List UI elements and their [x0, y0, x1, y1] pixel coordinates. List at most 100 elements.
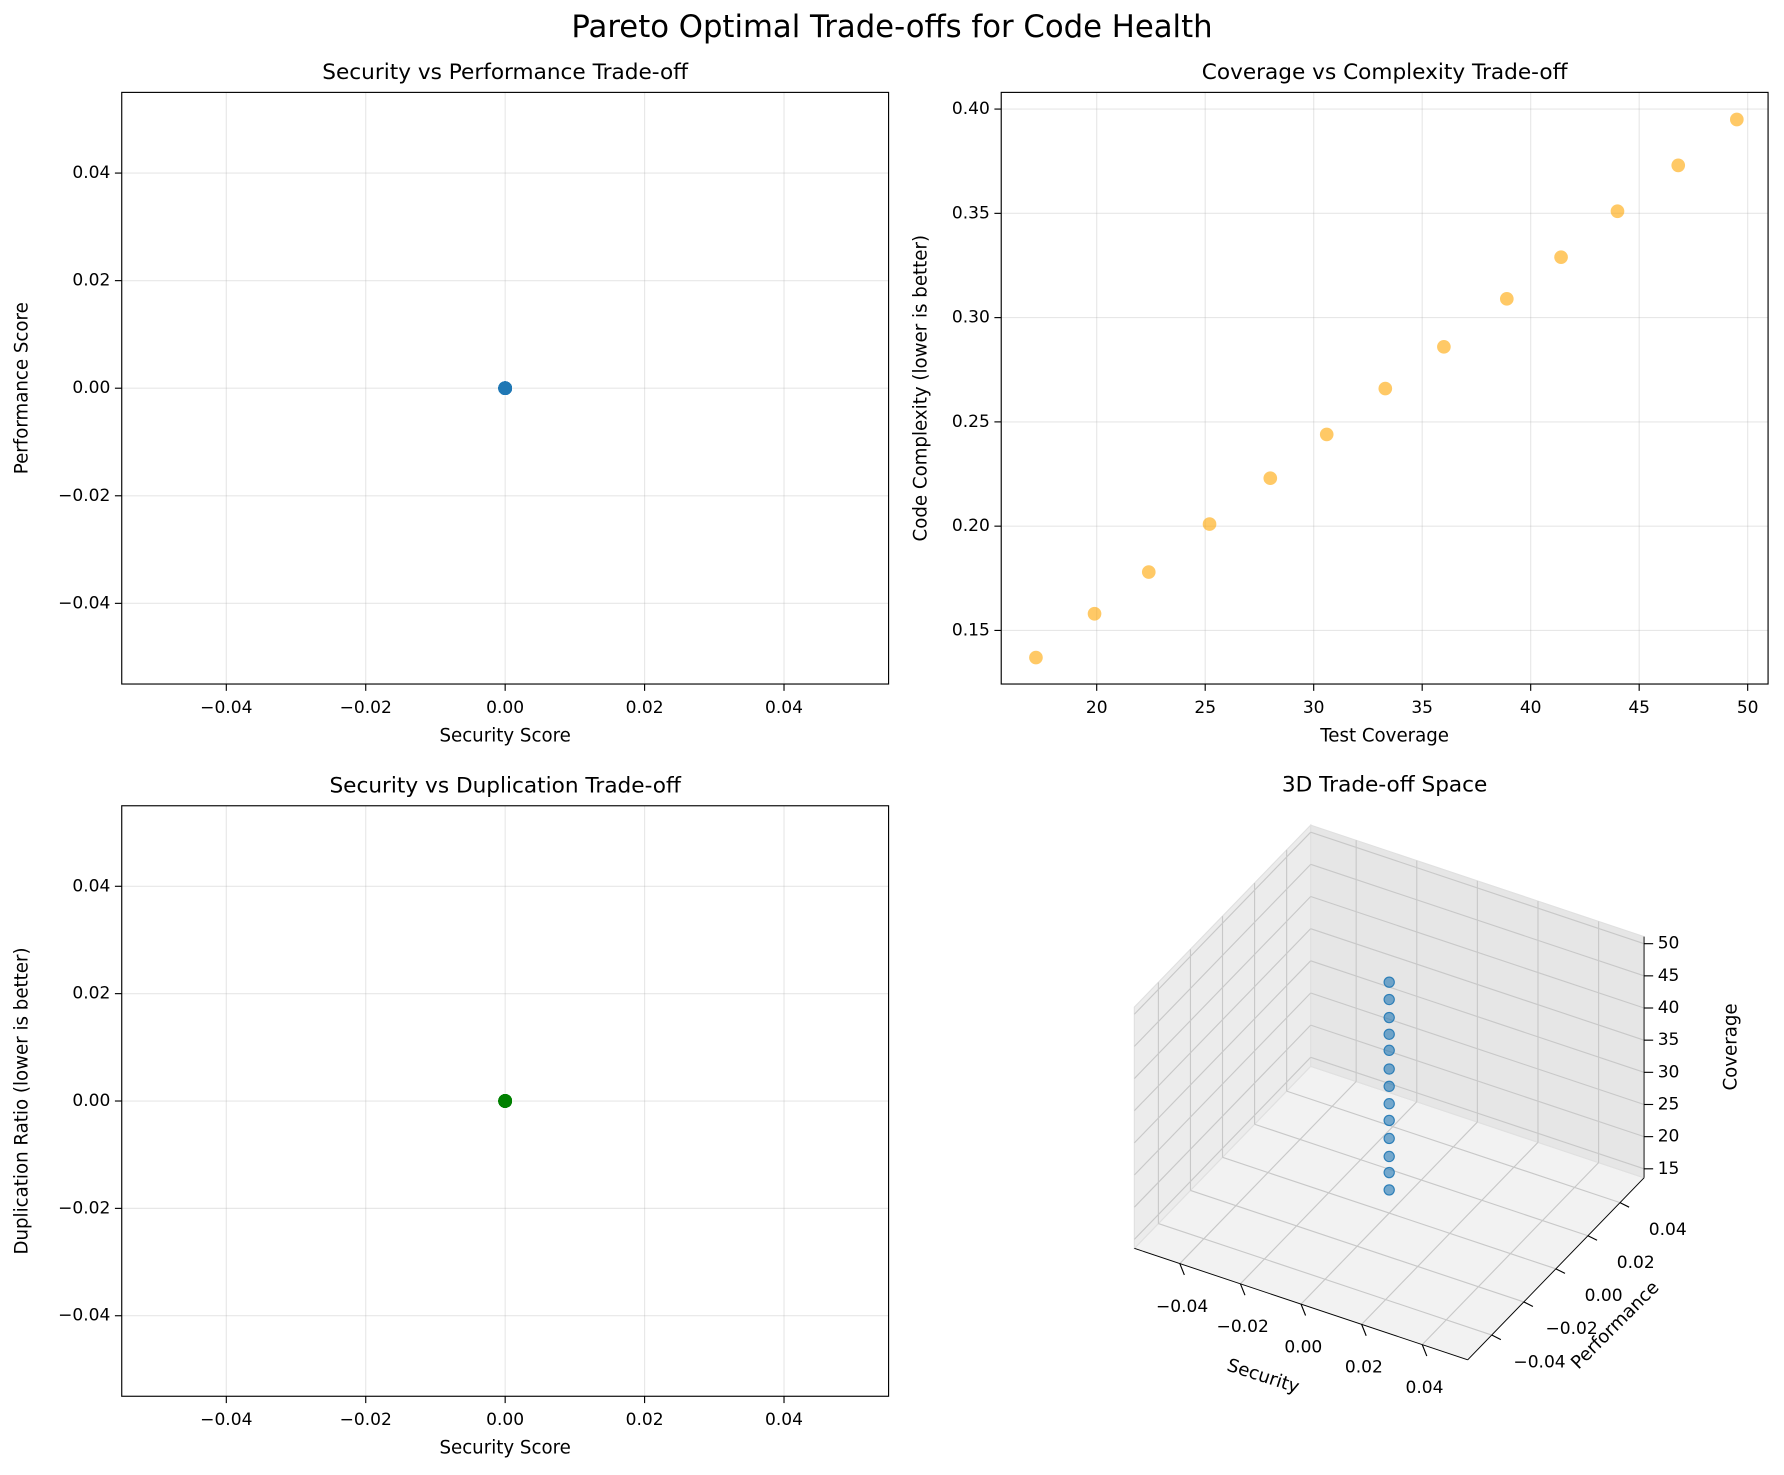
y-tick-label: 0.35: [952, 203, 990, 223]
axes-frame: [121, 91, 890, 685]
x-tick-label: 50: [1737, 698, 1759, 718]
y-tick-label: 0.30: [952, 308, 990, 328]
point: [1378, 381, 1393, 396]
x-tick-label: −0.02: [1217, 1317, 1269, 1337]
point: [1383, 1184, 1395, 1196]
x-tick-label: 20: [1086, 698, 1108, 718]
y-tick-label: −0.04: [58, 593, 110, 613]
point: [1383, 1132, 1395, 1145]
x-tick-label: 40: [1520, 698, 1542, 718]
grid-line: [1133, 1024, 1312, 1208]
grid-line: [1133, 1056, 1312, 1240]
point: [1263, 471, 1278, 486]
y-tick-label: 0.25: [952, 412, 990, 432]
z-tick-label: 15: [1658, 1159, 1680, 1179]
x-tick-label: 0.04: [1406, 1378, 1444, 1398]
grid-line: [1133, 831, 1312, 1015]
y-tick: [1587, 1235, 1598, 1241]
axis-line: [1134, 1247, 1468, 1361]
x-tick-label: 0.04: [765, 698, 803, 718]
axis-line: [1467, 1177, 1645, 1361]
x-tick-label: 45: [1628, 698, 1650, 718]
x-tick-label: 0.02: [626, 698, 664, 718]
x-axis-label: Test Coverage: [1319, 725, 1449, 746]
subplot-title: Security vs Performance Trade-off: [322, 60, 689, 85]
point: [1141, 565, 1156, 579]
point: [1610, 204, 1625, 219]
x-tick-label: 0.00: [486, 698, 524, 718]
grid-line: [1133, 863, 1312, 1047]
subplot-title: Security vs Duplication Trade-off: [329, 773, 682, 798]
x-tick-label: 30: [1303, 698, 1325, 718]
y-tick: [1555, 1268, 1566, 1274]
point: [498, 381, 512, 396]
y-axis-label: Duplication Ratio (lower is better): [12, 947, 33, 1254]
y-tick-label: 0.02: [72, 271, 110, 291]
y-tick-label: −0.02: [58, 1198, 110, 1218]
point: [1671, 158, 1686, 173]
x-tick-label: −0.02: [340, 1410, 392, 1430]
point: [1383, 1044, 1395, 1057]
point: [1437, 339, 1451, 354]
x-tick-label: 0.02: [626, 1410, 664, 1430]
axes-frame: [121, 805, 890, 1397]
y-tick-label: −0.04: [58, 1306, 110, 1326]
y-axis-label: Code Complexity (lower is better): [911, 235, 932, 542]
grid-line: [1133, 992, 1312, 1176]
grid-line: [1254, 1123, 1589, 1237]
point: [1383, 1011, 1395, 1024]
grid-line: [1286, 1090, 1621, 1204]
grid-line: [1310, 831, 1645, 945]
y-tick: [1523, 1301, 1534, 1307]
y-tick-label: 0.04: [1649, 1220, 1687, 1240]
z-tick-label: 45: [1658, 966, 1680, 986]
point: [1383, 1098, 1395, 1110]
z-tick-label: 40: [1658, 998, 1680, 1018]
point: [498, 1094, 512, 1108]
point: [1383, 976, 1395, 988]
x-tick-label: 0.00: [486, 1410, 524, 1430]
y-tick-label: 0.02: [72, 984, 110, 1004]
y-tick-label: −0.02: [1545, 1319, 1597, 1339]
grid-line: [1310, 895, 1645, 1009]
x-tick-label: 35: [1411, 698, 1433, 718]
grid-line: [1190, 1189, 1524, 1303]
grid-line: [1133, 896, 1312, 1079]
y-tick: [1491, 1334, 1502, 1341]
x-tick-label: −0.04: [1156, 1297, 1208, 1317]
grid-line: [1310, 960, 1645, 1073]
grid-line: [1222, 1156, 1557, 1270]
y-tick-label: 0.40: [952, 99, 990, 119]
point: [1319, 427, 1334, 442]
x-tick: [1300, 1303, 1307, 1316]
point: [1554, 250, 1568, 264]
x-tick-label: 25: [1194, 698, 1216, 718]
x-tick-label: −0.04: [200, 698, 252, 718]
x-tick-label: −0.04: [200, 1410, 252, 1430]
y-tick-label: 0.15: [952, 620, 990, 640]
point: [1383, 1166, 1395, 1179]
point: [1202, 517, 1217, 531]
grid-line: [1310, 1056, 1645, 1170]
y-tick-label: −0.04: [1513, 1352, 1565, 1372]
point: [1087, 606, 1102, 621]
point: [1499, 292, 1514, 306]
subplot-title: 3D Trade-off Space: [1282, 772, 1487, 797]
point: [1029, 650, 1043, 665]
x-tick: [1421, 1344, 1428, 1357]
x-axis-label: Security Score: [439, 725, 570, 746]
x-tick: [1179, 1263, 1185, 1276]
grid-line: [1310, 1024, 1645, 1138]
x-axis-label: Security Score: [439, 1438, 570, 1459]
y-tick: [1619, 1202, 1630, 1208]
y-tick-label: 0.00: [72, 378, 110, 398]
x-tick-label: 0.04: [765, 1410, 803, 1430]
point: [1383, 1028, 1395, 1040]
point: [1383, 1150, 1395, 1163]
grid-line: [1133, 960, 1312, 1144]
x-tick: [1239, 1283, 1246, 1296]
figure-title: Pareto Optimal Trade-offs for Code Healt…: [571, 9, 1212, 45]
y-tick-label: 0.02: [1617, 1253, 1655, 1273]
x-tick-label: 0.00: [1284, 1337, 1322, 1357]
